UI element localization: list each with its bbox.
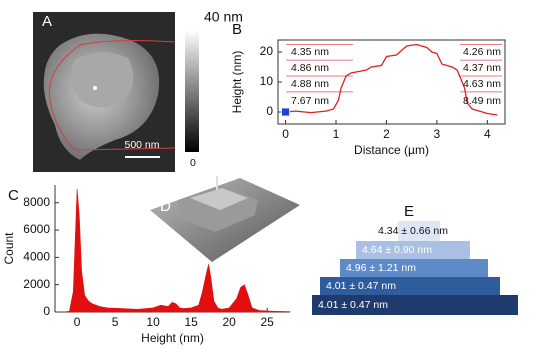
pyramid-layer	[398, 221, 440, 241]
x-tick-label: 25	[261, 315, 275, 329]
y-tick-label: 4000	[23, 250, 50, 264]
colorbar-max: 40 nm	[204, 9, 243, 25]
y-tick-label: 2000	[23, 277, 50, 291]
layer-label: 4.96 ± 1.21 nm	[346, 262, 416, 274]
annotation: 4.88 nm	[291, 78, 329, 90]
layer-label: 4.01 ± 0.47 nm	[326, 280, 396, 292]
panel-letter: C	[8, 187, 19, 204]
annotation: 8.49 nm	[463, 95, 501, 107]
y-axis-title: Height (nm)	[230, 51, 244, 114]
y-tick-label: 8000	[23, 195, 50, 209]
pyramid-layer	[340, 259, 488, 277]
pyramid-layer	[320, 277, 500, 295]
x-tick-label: 0	[282, 127, 289, 141]
x-tick-label: 10	[146, 315, 160, 329]
x-tick-label: 3	[434, 127, 441, 141]
cursor	[281, 107, 290, 117]
x-tick-label: 20	[222, 315, 236, 329]
y-tick-label: 10	[260, 74, 274, 88]
x-tick-label: 4	[484, 127, 491, 141]
y-tick-label: 6000	[23, 222, 50, 236]
x-tick-label: 0	[74, 315, 81, 329]
scale-bar-label: 500 nm	[124, 139, 159, 151]
y-tick-label: 0	[43, 304, 50, 318]
annotation: 4.63 nm	[463, 78, 501, 90]
x-tick-label: 1	[333, 127, 340, 141]
annotation: 4.37 nm	[463, 62, 501, 74]
panel-letter: A	[42, 13, 52, 30]
annotation: 4.86 nm	[291, 62, 329, 74]
x-tick-label: 2	[383, 127, 390, 141]
layer-label: 4.01 ± 0.47 nm	[318, 299, 388, 311]
panel-letter: D	[160, 198, 171, 215]
profile-line	[285, 43, 498, 116]
panel-letter: B	[232, 21, 242, 38]
layer-label: 4.64 ± 0.90 nm	[362, 244, 432, 256]
annotation: 7.67 nm	[291, 95, 329, 107]
layer-label: 4.34 ± 0.66 nm	[378, 225, 448, 237]
x-axis-title: Distance (µm)	[354, 143, 429, 157]
x-tick-label: 15	[184, 315, 198, 329]
x-axis-title: Height (nm)	[141, 331, 204, 345]
panel-letter: E	[404, 203, 414, 220]
afm-image	[33, 12, 176, 172]
x-tick-label: 5	[112, 315, 119, 329]
annotation: 4.26 nm	[463, 46, 501, 58]
colorbar-min: 0	[190, 157, 196, 169]
y-axis-title: Count	[2, 232, 16, 265]
y-tick-label: 20	[260, 44, 274, 58]
colorbar	[185, 30, 199, 152]
pyramid-layer	[356, 241, 470, 259]
3d-image	[150, 176, 300, 262]
pyramid-layer	[312, 295, 518, 315]
y-tick-label: 0	[266, 104, 273, 118]
histogram-area	[61, 189, 291, 313]
annotation: 4.35 nm	[291, 46, 329, 58]
